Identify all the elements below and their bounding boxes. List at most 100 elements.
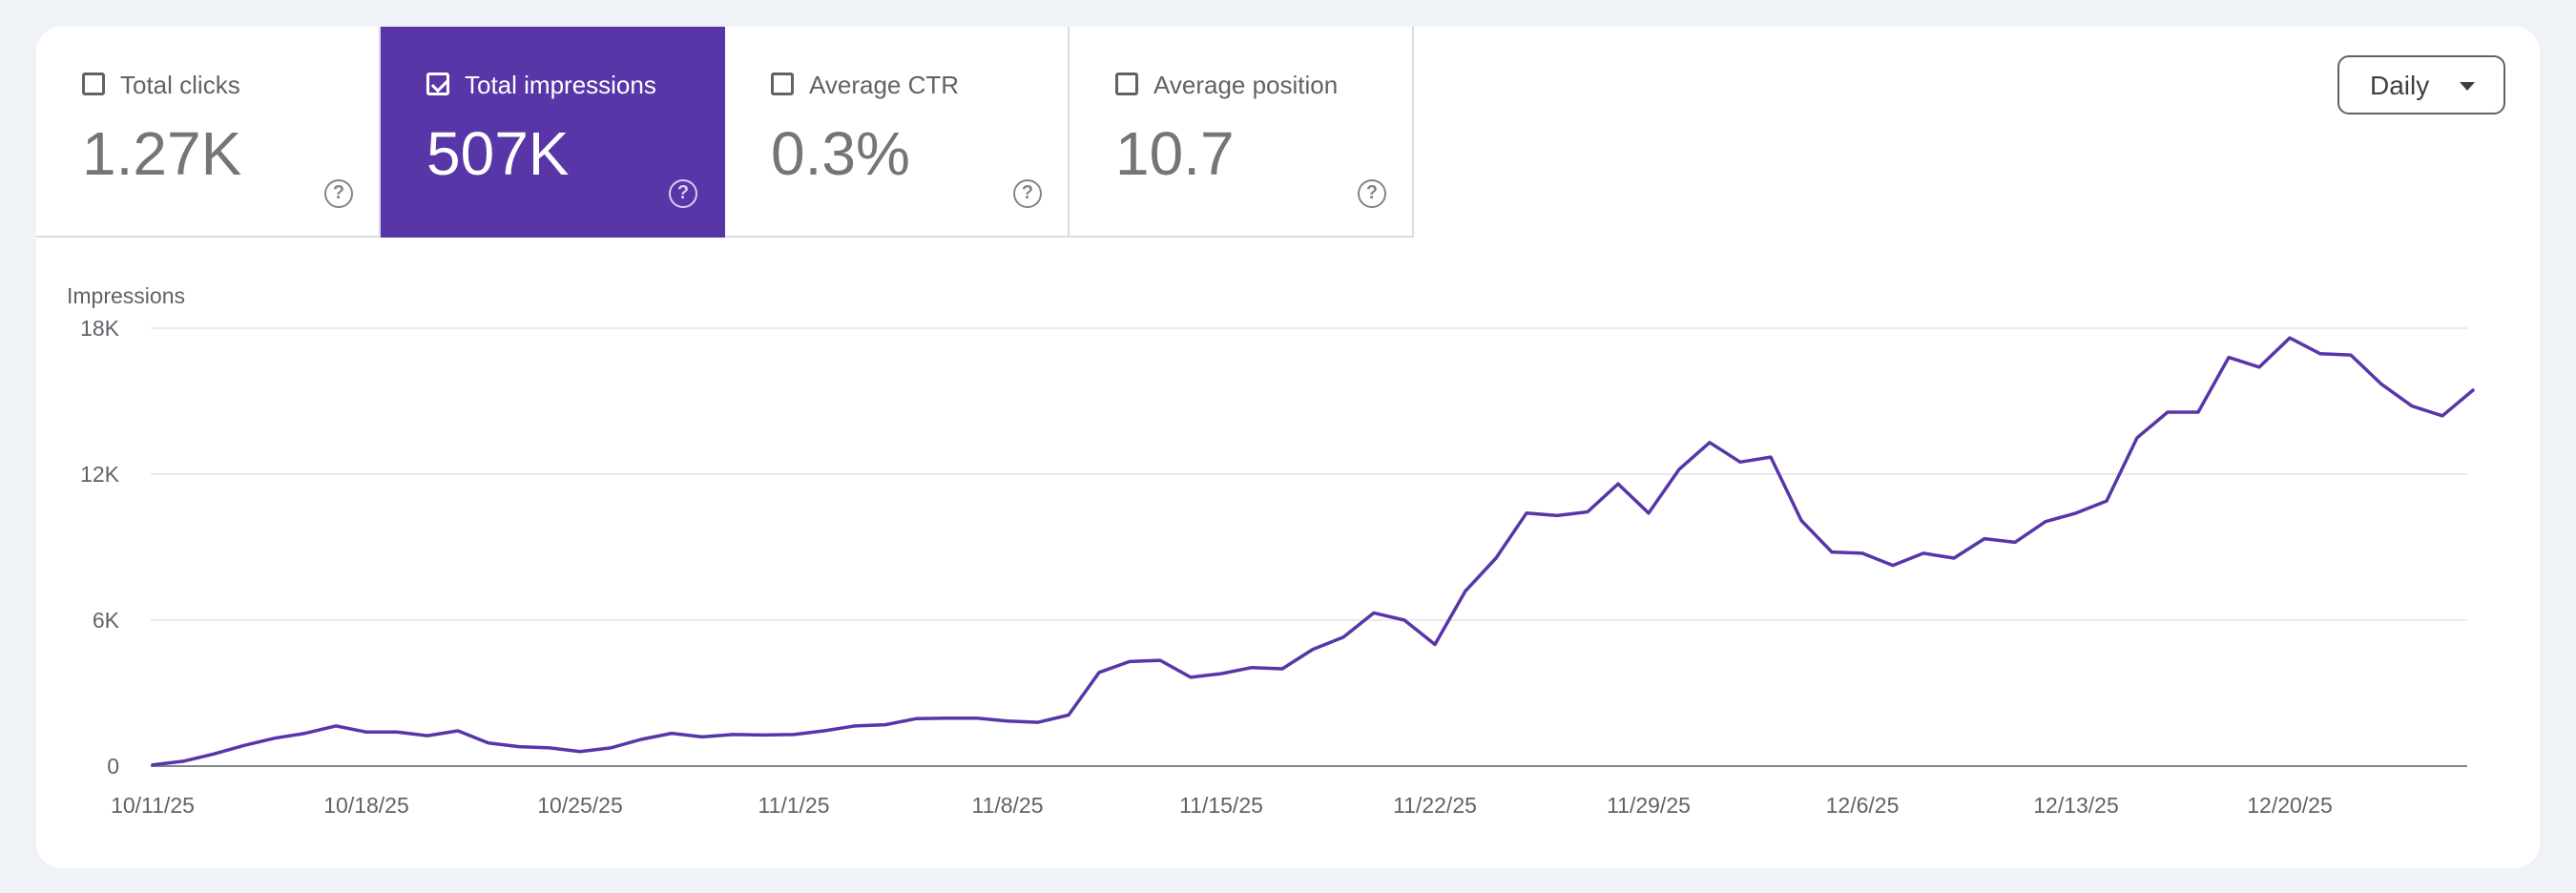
help-icon[interactable]: ?: [669, 179, 697, 208]
data-point: [2013, 540, 2017, 544]
data-point: [1250, 666, 1254, 670]
y-tick-label: 0: [107, 754, 119, 779]
data-point: [700, 735, 704, 738]
data-point: [2074, 511, 2078, 515]
data-point: [2196, 410, 2200, 414]
checkbox-icon[interactable]: [771, 73, 794, 95]
data-point: [395, 730, 399, 734]
data-point: [2166, 410, 2170, 414]
data-point: [1280, 667, 1284, 671]
metric-tabs: Total clicks 1.27K ? Total impressions 5…: [36, 27, 1414, 238]
data-point: [822, 729, 826, 733]
x-tick-label: 11/8/25: [971, 793, 1043, 818]
data-point: [212, 752, 216, 756]
y-tick-label: 18K: [80, 316, 120, 341]
data-point: [1036, 720, 1040, 724]
metric-average-position[interactable]: Average position 10.7 ?: [1070, 27, 1414, 238]
data-point: [1769, 455, 1773, 459]
data-point: [792, 733, 796, 737]
checkbox-icon[interactable]: [82, 73, 105, 95]
x-tick-label: 11/15/25: [1179, 793, 1263, 818]
period-dropdown[interactable]: Daily: [2337, 55, 2505, 114]
caret-down-icon: [2460, 82, 2475, 91]
checked-checkbox-icon[interactable]: [426, 73, 449, 95]
data-point: [853, 724, 857, 728]
data-point: [1067, 713, 1070, 716]
data-point: [1616, 482, 1620, 486]
data-point: [2105, 499, 2109, 503]
data-point: [883, 723, 887, 727]
data-point: [1128, 659, 1132, 663]
data-point: [2044, 520, 2047, 524]
data-point: [945, 716, 948, 720]
data-point: [1983, 537, 1986, 541]
data-point: [975, 716, 979, 720]
x-tick-label: 10/18/25: [323, 793, 409, 818]
data-point: [242, 743, 246, 747]
data-point: [517, 745, 521, 749]
data-point: [181, 759, 185, 763]
x-tick-label: 10/25/25: [537, 793, 623, 818]
data-point: [1494, 556, 1498, 560]
y-tick-label: 12K: [80, 462, 120, 487]
data-point: [1189, 675, 1193, 679]
data-point: [914, 716, 918, 720]
metric-label: Total clicks: [120, 71, 240, 99]
data-point: [2257, 365, 2261, 369]
metric-value: 0.3%: [771, 119, 910, 188]
x-tick-label: 11/22/25: [1393, 793, 1477, 818]
x-tick-label: 12/13/25: [2033, 793, 2119, 818]
metric-value: 1.27K: [82, 119, 242, 188]
data-point: [1586, 510, 1589, 514]
data-point: [487, 741, 490, 745]
x-tick-label: 11/29/25: [1607, 793, 1691, 818]
metric-average-ctr[interactable]: Average CTR 0.3% ?: [725, 27, 1070, 238]
checkbox-icon[interactable]: [1115, 73, 1138, 95]
performance-card: Total clicks 1.27K ? Total impressions 5…: [36, 27, 2540, 868]
data-point: [334, 724, 338, 728]
period-label: Daily: [2370, 71, 2430, 100]
x-tick-label: 10/11/25: [111, 793, 195, 818]
x-tick-label: 12/6/25: [1826, 793, 1900, 818]
data-point: [1158, 658, 1162, 662]
data-point: [1372, 611, 1376, 614]
data-point: [2349, 353, 2353, 357]
data-point: [1677, 467, 1681, 471]
data-point: [2410, 405, 2414, 408]
data-point: [2471, 388, 2475, 392]
data-point: [548, 746, 551, 750]
data-point: [1860, 551, 1864, 555]
metric-label: Total impressions: [465, 71, 656, 99]
data-point: [1922, 551, 1925, 555]
data-point: [1525, 511, 1528, 515]
data-point: [1830, 550, 1834, 554]
data-point: [1464, 589, 1467, 592]
metric-label: Average CTR: [809, 71, 960, 99]
data-point: [2135, 436, 2139, 440]
metric-total-clicks[interactable]: Total clicks 1.27K ?: [36, 27, 381, 238]
data-point: [151, 763, 155, 767]
data-point: [1006, 719, 1009, 723]
data-point: [1891, 564, 1895, 568]
data-point: [1311, 648, 1315, 652]
metric-total-impressions[interactable]: Total impressions 507K ?: [381, 27, 725, 238]
y-tick-label: 6K: [93, 608, 120, 633]
help-icon[interactable]: ?: [324, 179, 353, 208]
data-point: [456, 729, 460, 733]
data-point: [364, 730, 368, 734]
data-point: [426, 734, 429, 737]
help-icon[interactable]: ?: [1358, 179, 1386, 208]
data-point: [1952, 556, 1956, 560]
data-point: [1097, 671, 1101, 675]
data-point: [1402, 618, 1406, 622]
data-point: [1647, 511, 1651, 515]
data-point: [1708, 441, 1712, 445]
data-point: [1219, 672, 1223, 675]
data-point: [273, 737, 277, 740]
x-tick-label: 12/20/25: [2247, 793, 2333, 818]
data-point: [639, 737, 643, 741]
data-point: [1433, 643, 1437, 647]
data-point: [1555, 513, 1559, 517]
data-point: [670, 732, 674, 736]
help-icon[interactable]: ?: [1013, 179, 1042, 208]
